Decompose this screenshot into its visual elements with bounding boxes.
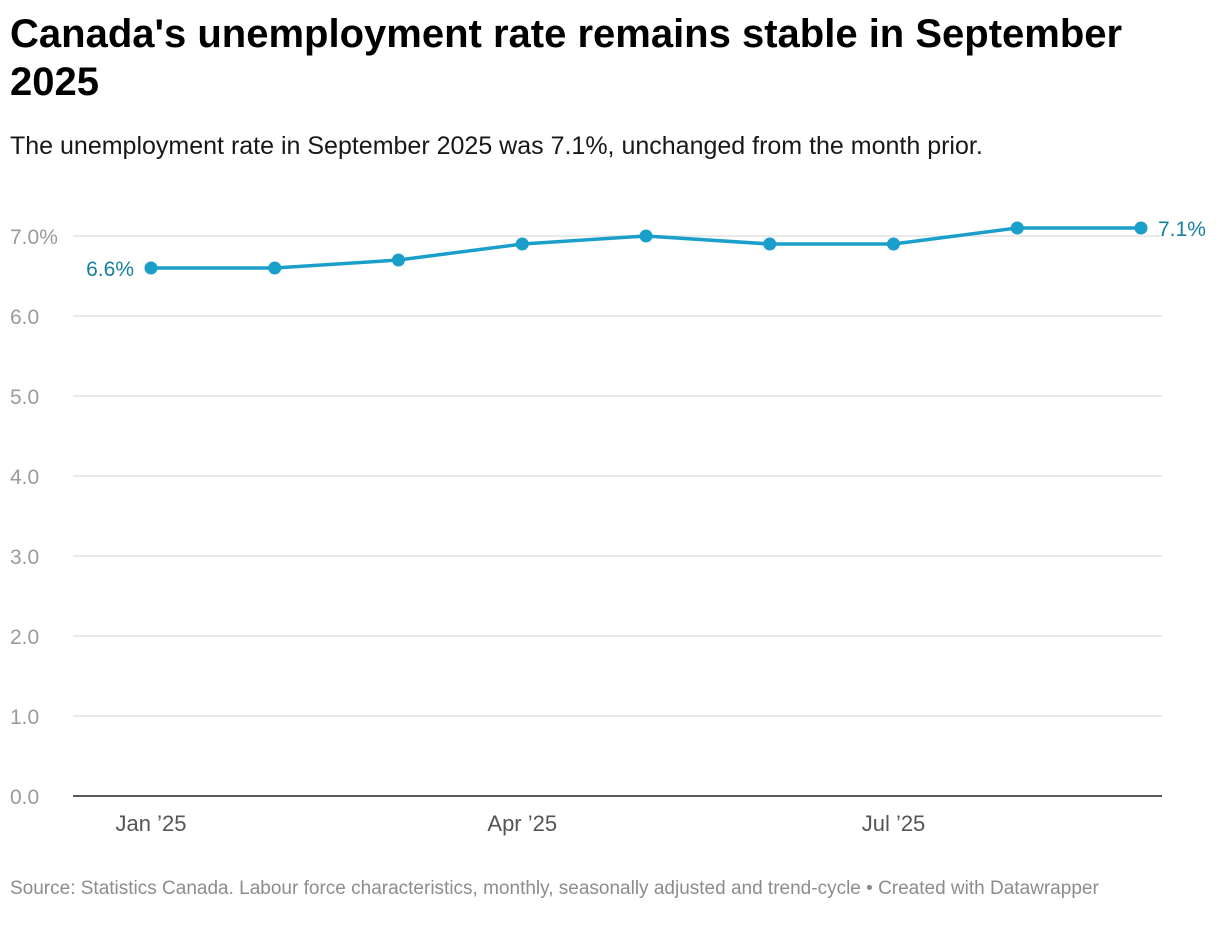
y-tick-label: 3.0 — [10, 546, 39, 569]
data-point — [268, 261, 282, 275]
x-axis-tick-labels: Jan ’25 Apr ’25 Jul ’25 — [116, 811, 926, 836]
y-tick-label: 0.0 — [10, 786, 39, 809]
data-label: 7.1% — [1158, 218, 1206, 241]
gridlines — [73, 235, 1162, 717]
x-tick-label: Jul ’25 — [862, 811, 926, 836]
line-chart: 0.0 1.0 2.0 3.0 4.0 5.0 6.0 7.0% Jan ’25 Apr ’25… — [10, 218, 1206, 836]
data-point — [763, 237, 777, 251]
y-tick-label: 6.0 — [10, 306, 39, 329]
chart-title: Canada's unemployment rate remains stabl… — [10, 12, 1123, 104]
y-tick-label: 4.0 — [10, 466, 39, 489]
data-label: 6.6% — [86, 258, 134, 281]
data-point — [392, 253, 405, 267]
x-tick-label: Apr ’25 — [487, 811, 557, 836]
y-tick-label: 7.0% — [10, 226, 58, 249]
y-tick-label: 1.0 — [10, 706, 39, 729]
source-note: Source: Statistics Canada. Labour force … — [10, 878, 1099, 899]
data-point — [887, 237, 900, 251]
data-point — [144, 261, 158, 275]
data-point — [639, 229, 653, 243]
y-tick-label: 2.0 — [10, 626, 39, 649]
data-point — [1134, 221, 1148, 235]
data-point — [515, 237, 529, 251]
data-point — [1010, 221, 1024, 235]
x-tick-label: Jan ’25 — [116, 811, 187, 836]
data-labels: 6.6% 7.1% — [86, 218, 1206, 281]
data-points — [144, 221, 1148, 275]
y-tick-label: 5.0 — [10, 386, 39, 409]
y-axis-tick-labels: 0.0 1.0 2.0 3.0 4.0 5.0 6.0 7.0% — [10, 226, 58, 809]
chart-subtitle: The unemployment rate in September 2025 … — [10, 132, 983, 160]
